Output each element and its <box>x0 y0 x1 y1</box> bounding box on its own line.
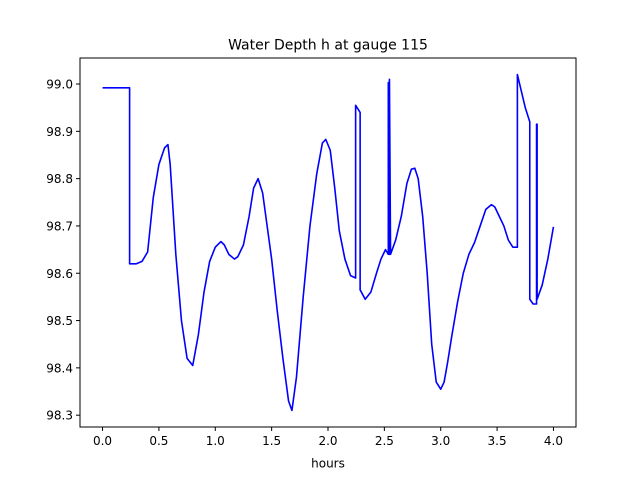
series-line-0 <box>102 73 555 412</box>
x-tick-label: 3.0 <box>431 434 450 448</box>
y-tick-label: 99.0 <box>46 78 73 92</box>
y-tick-label: 98.4 <box>46 361 73 375</box>
x-tick-label: 1.5 <box>262 434 281 448</box>
y-tick-label: 98.7 <box>46 219 73 233</box>
y-tick-label: 98.3 <box>46 409 73 423</box>
chart-title: Water Depth h at gauge 115 <box>228 38 428 54</box>
x-tick-label: 3.5 <box>488 434 507 448</box>
x-tick-label: 2.0 <box>318 434 337 448</box>
x-tick-label: 2.5 <box>375 434 394 448</box>
x-tick-label: 4.0 <box>544 434 563 448</box>
y-tick-label: 98.9 <box>46 125 73 139</box>
x-tick-label: 1.0 <box>206 434 225 448</box>
y-tick-label: 98.6 <box>46 267 73 281</box>
axes: 0.0 0.5 1.0 1.5 2.0 2.5 3.0 3.5 4.0 98.3 98.4 98.5 9… <box>46 57 577 448</box>
x-axis-label: hours <box>311 457 345 471</box>
x-tick-label: 0.0 <box>93 434 112 448</box>
x-tick-label: 0.5 <box>149 434 168 448</box>
y-tick-label: 98.5 <box>46 314 73 328</box>
plot-area <box>102 73 555 412</box>
y-tick-label: 98.8 <box>46 172 73 186</box>
